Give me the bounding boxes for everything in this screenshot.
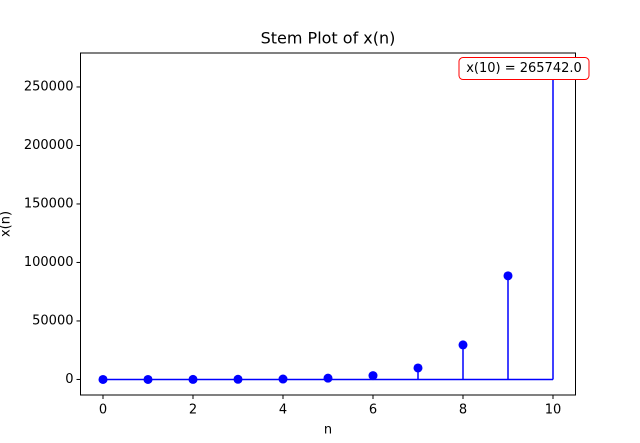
x-axis-label: n bbox=[324, 423, 332, 438]
y-tick-label: 250000 bbox=[24, 79, 74, 94]
plot-frame bbox=[80, 52, 576, 396]
chart-title: Stem Plot of x(n) bbox=[261, 29, 396, 48]
stem-marker bbox=[458, 340, 468, 350]
x-tick-label: 6 bbox=[369, 403, 377, 418]
y-axis-label: x(n) bbox=[0, 211, 14, 237]
annotation: x(10) = 265742.0 bbox=[466, 61, 582, 76]
x-tick-label: 2 bbox=[189, 403, 197, 418]
x-tick-label: 0 bbox=[99, 403, 107, 418]
x-tick-label: 4 bbox=[279, 403, 287, 418]
annotation-box bbox=[458, 57, 590, 81]
stem-marker bbox=[413, 363, 423, 373]
stem-marker bbox=[503, 271, 513, 281]
y-tick-label: 100000 bbox=[24, 255, 74, 270]
stem-marker bbox=[188, 374, 198, 384]
y-tick-label: 50000 bbox=[32, 313, 73, 328]
stem-marker bbox=[233, 374, 243, 384]
y-tick-label: 200000 bbox=[24, 138, 74, 153]
stem-marker bbox=[323, 373, 333, 383]
stem-marker bbox=[98, 374, 108, 384]
stem-marker bbox=[368, 371, 378, 381]
x-tick-label: 8 bbox=[459, 403, 467, 418]
y-tick-label: 0 bbox=[65, 372, 73, 387]
y-tick-label: 150000 bbox=[24, 196, 74, 211]
stem-marker bbox=[278, 374, 288, 384]
x-tick-label: 10 bbox=[545, 403, 562, 418]
stem-marker bbox=[143, 374, 153, 384]
